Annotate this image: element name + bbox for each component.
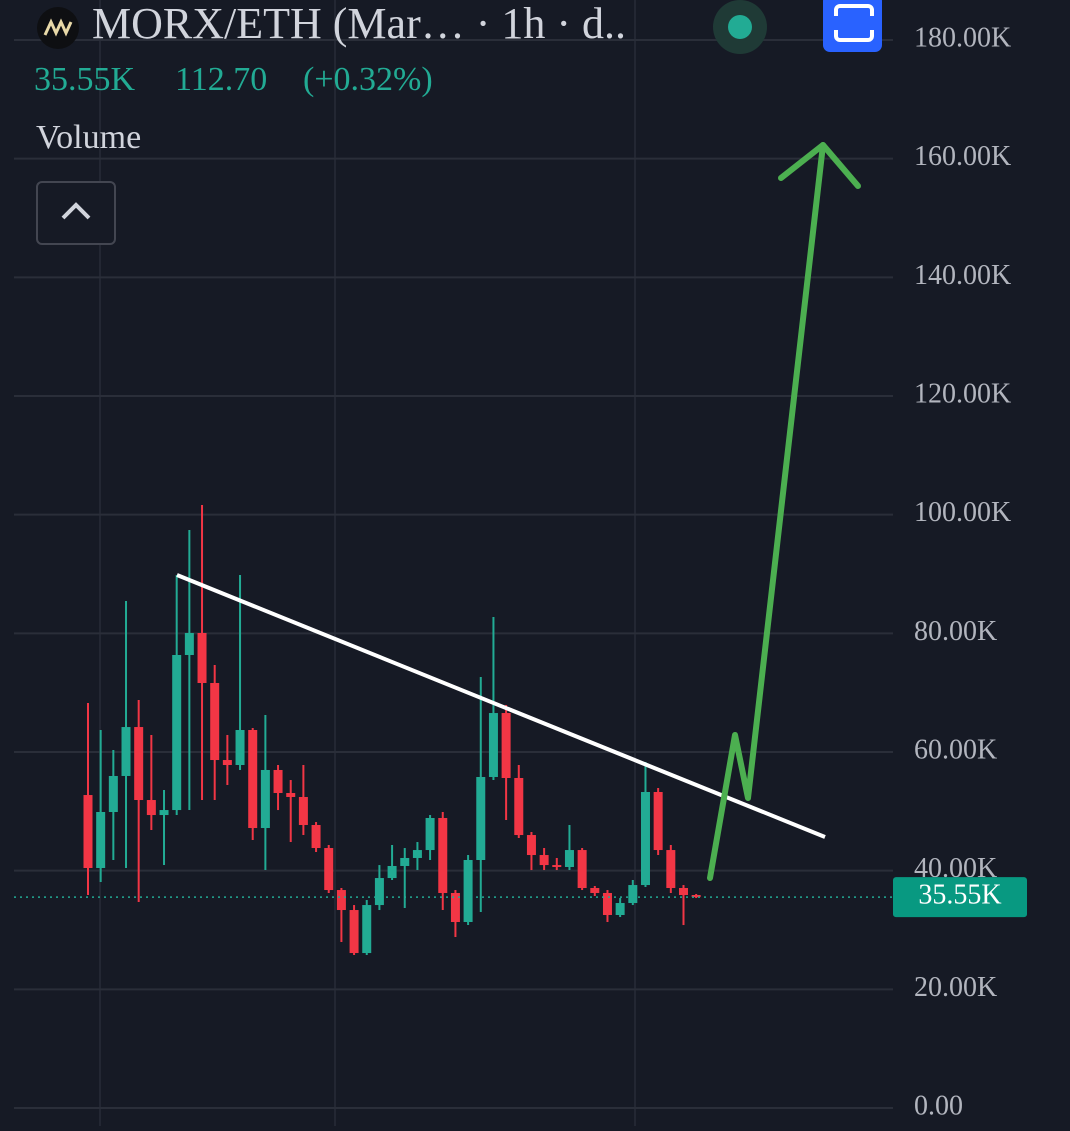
candle-body xyxy=(615,903,625,916)
candle-body xyxy=(514,778,524,836)
trend-line xyxy=(176,573,826,839)
candle-body xyxy=(501,713,511,779)
plot xyxy=(14,505,893,955)
candle-body xyxy=(349,910,359,954)
y-tick-label: 120.00K xyxy=(914,378,1011,409)
candle-body xyxy=(438,817,448,893)
price-change-percent: (+0.32%) xyxy=(303,61,433,98)
fullscreen-icon xyxy=(834,3,874,42)
candle-body xyxy=(96,811,106,869)
y-tick-label: 80.00K xyxy=(914,616,997,647)
collapse-icon xyxy=(61,202,91,220)
price-axis: 0.0020.00K40.00K60.00K80.00K100.00K120.0… xyxy=(893,22,1027,1121)
candle-body xyxy=(425,817,435,851)
candle-body xyxy=(235,729,245,766)
projection-arrow xyxy=(707,142,826,881)
y-tick-label: 60.00K xyxy=(914,734,997,765)
y-tick-label: 0.00 xyxy=(914,1090,963,1121)
candle-body xyxy=(324,848,334,891)
candle-body xyxy=(666,850,676,889)
candle-body xyxy=(374,878,384,906)
candle-body xyxy=(450,892,460,923)
logo-mark xyxy=(43,18,73,37)
candle-body xyxy=(273,769,283,794)
candle-body xyxy=(526,835,536,856)
last-price-tag-label: 35.55K xyxy=(918,880,1001,911)
collapse-button[interactable] xyxy=(36,181,116,245)
candle-body xyxy=(678,888,688,896)
candle-body xyxy=(691,895,701,898)
candle-body xyxy=(298,796,308,825)
candle-body xyxy=(210,683,220,761)
candle-body xyxy=(286,793,296,797)
candle-body xyxy=(336,890,346,911)
price-change: 112.70 xyxy=(175,61,267,98)
candle-body xyxy=(488,713,498,777)
candle-body xyxy=(653,792,663,851)
candle-body xyxy=(628,885,638,904)
y-tick-label: 180.00K xyxy=(914,22,1011,53)
candle-body xyxy=(197,632,207,684)
candle-body xyxy=(412,850,422,858)
candle-body xyxy=(476,776,486,861)
candle-body xyxy=(172,654,182,811)
candle-body xyxy=(248,729,258,829)
candle-body xyxy=(83,795,93,869)
y-tick-label: 100.00K xyxy=(914,497,1011,528)
candle-body xyxy=(640,792,650,886)
candle-body xyxy=(590,888,600,893)
candle-body xyxy=(539,855,549,866)
candle-body xyxy=(463,860,473,923)
candle-body xyxy=(311,824,321,849)
candle-body xyxy=(400,857,410,866)
candle-body xyxy=(222,760,232,766)
y-tick-label: 160.00K xyxy=(914,141,1011,172)
candle-body xyxy=(602,892,612,916)
arrow-head xyxy=(778,142,861,189)
y-tick-label: 20.00K xyxy=(914,972,997,1003)
last-price: 35.55K xyxy=(34,61,136,98)
candle-body xyxy=(552,865,562,868)
candle-body xyxy=(387,865,397,879)
last-price-tag xyxy=(893,877,1027,918)
candle-body xyxy=(564,850,574,868)
candle-body xyxy=(184,632,194,655)
chart-title: MORX/ETH (Mar… · 1h · d.. xyxy=(92,0,626,48)
candle-body xyxy=(362,905,372,954)
candle-body xyxy=(260,769,270,829)
candle-body xyxy=(108,775,118,812)
candle-body xyxy=(146,800,156,816)
candle-body xyxy=(134,727,144,801)
status-dot xyxy=(728,15,752,39)
y-tick-label: 140.00K xyxy=(914,260,1011,291)
indicator-label: Volume xyxy=(36,119,141,156)
candle-body xyxy=(577,850,587,889)
candle-body xyxy=(121,727,131,776)
candle-body xyxy=(159,810,169,816)
